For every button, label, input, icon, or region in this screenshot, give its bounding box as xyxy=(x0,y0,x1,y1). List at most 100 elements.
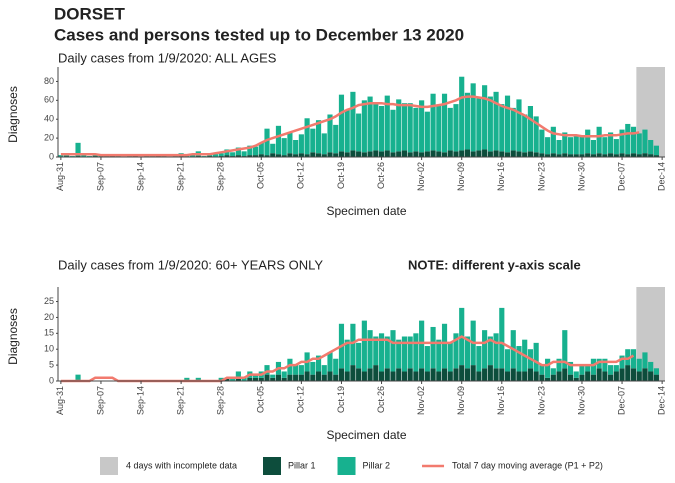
x-tick-label: Oct-19 xyxy=(336,386,346,413)
bar xyxy=(522,371,528,381)
bar xyxy=(533,152,539,157)
bar xyxy=(413,371,419,381)
bar xyxy=(482,85,488,150)
bar xyxy=(321,133,327,155)
bar xyxy=(401,103,408,151)
bar xyxy=(373,336,379,366)
bar xyxy=(562,368,568,381)
bar xyxy=(281,377,287,381)
bar xyxy=(562,330,568,369)
bar xyxy=(367,151,373,157)
x-tick-label: Sep-21 xyxy=(175,162,185,191)
bar xyxy=(602,137,608,155)
x-tick-label: Sep-14 xyxy=(135,162,145,191)
bar xyxy=(516,371,522,381)
bar xyxy=(270,143,276,154)
bar xyxy=(447,342,453,372)
bar xyxy=(356,151,362,157)
moving-average-line xyxy=(60,95,640,157)
bar xyxy=(636,371,642,381)
bar xyxy=(195,377,201,381)
bar xyxy=(315,153,322,157)
bar xyxy=(384,368,390,381)
bar xyxy=(310,374,316,381)
bar xyxy=(401,371,408,381)
bar xyxy=(636,133,642,155)
bar xyxy=(630,349,637,369)
y-tick-label: 0 xyxy=(49,375,54,385)
bar xyxy=(550,374,556,381)
bar xyxy=(573,377,579,381)
bar xyxy=(424,111,430,152)
bar xyxy=(459,150,465,157)
y-tick-label: 40 xyxy=(44,114,54,124)
x-tick-label: Oct-05 xyxy=(256,162,266,189)
bar xyxy=(653,368,659,375)
x-axis-label: Specimen date xyxy=(326,428,406,442)
bar xyxy=(252,155,259,157)
bar xyxy=(333,358,339,375)
bar xyxy=(579,135,585,155)
bar xyxy=(642,368,648,381)
y-tick-label: 10 xyxy=(44,344,54,354)
bar xyxy=(258,377,264,381)
bar xyxy=(338,151,345,157)
bar xyxy=(642,352,648,369)
bar xyxy=(367,368,373,381)
bar xyxy=(327,152,333,157)
panel-title: Daily cases from 1/9/2020: ALL AGES xyxy=(58,50,277,65)
bar xyxy=(58,155,64,157)
bar xyxy=(476,346,482,372)
bar xyxy=(625,365,631,381)
bar xyxy=(212,154,219,157)
bar xyxy=(464,368,471,381)
legend-label: 4 days with incomplete data xyxy=(126,460,237,470)
x-tick-label: Nov-02 xyxy=(416,162,426,191)
bar xyxy=(333,374,339,381)
x-tick-label: Dec-07 xyxy=(616,162,626,191)
y-tick-label: 0 xyxy=(49,151,54,161)
bar xyxy=(545,358,551,378)
bar xyxy=(476,371,482,381)
bar xyxy=(356,368,362,381)
bar xyxy=(419,100,425,153)
panel-title: Daily cases from 1/9/2020: 60+ YEARS ONL… xyxy=(58,257,323,272)
bar xyxy=(327,114,333,153)
bar xyxy=(321,374,327,381)
bar xyxy=(619,355,625,369)
bar xyxy=(270,377,276,381)
x-tick-label: Nov-30 xyxy=(576,386,586,415)
bar xyxy=(333,153,339,157)
bar xyxy=(504,152,511,157)
bar xyxy=(648,361,654,372)
bar xyxy=(344,152,350,157)
bar xyxy=(613,365,619,372)
bar xyxy=(545,137,551,155)
bar xyxy=(487,151,493,157)
bar xyxy=(407,336,413,369)
bar xyxy=(625,154,631,157)
bar xyxy=(338,368,345,381)
bar xyxy=(533,116,539,153)
bar xyxy=(556,140,562,155)
bar xyxy=(356,113,362,152)
x-tick-label: Sep-28 xyxy=(216,162,226,191)
bar xyxy=(224,155,230,157)
bar xyxy=(287,132,293,154)
bar xyxy=(619,368,625,381)
x-tick-label: Nov-23 xyxy=(536,386,546,415)
bar xyxy=(407,368,413,381)
bar xyxy=(430,93,436,151)
bar xyxy=(235,155,241,157)
bar xyxy=(596,368,602,381)
bar xyxy=(613,371,619,381)
bar xyxy=(608,132,614,154)
bar xyxy=(493,333,499,369)
bar xyxy=(653,374,659,381)
y-tick-label: 20 xyxy=(44,132,54,142)
bar xyxy=(378,371,385,381)
x-tick-label: Nov-30 xyxy=(576,162,586,191)
bar xyxy=(252,146,259,156)
x-tick-label: Oct-26 xyxy=(376,162,386,189)
x-tick-label: Oct-26 xyxy=(376,386,386,413)
